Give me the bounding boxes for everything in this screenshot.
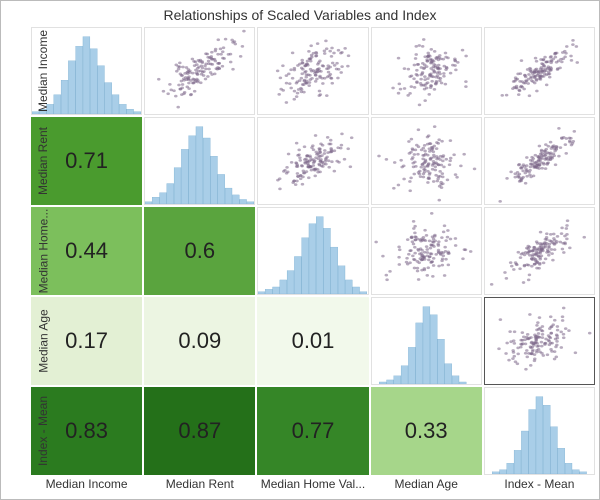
y-axis-label: Median Home... — [1, 207, 86, 295]
y-axis-labels: Median IncomeMedian RentMedian Home...Me… — [1, 27, 29, 475]
correlation-cell: 0.77 — [257, 387, 368, 475]
histogram-cell — [257, 207, 368, 295]
scatter-cell — [484, 297, 595, 385]
scatter-cell — [371, 117, 482, 205]
x-axis-label: Median Rent — [144, 477, 255, 497]
y-axis-label: Index - Mean — [1, 387, 86, 475]
x-axis-labels: Median IncomeMedian RentMedian Home Val.… — [31, 477, 595, 497]
correlation-cell: 0.87 — [144, 387, 255, 475]
scatter-cell — [144, 27, 255, 115]
matrix-grid: 0.710.440.60.170.090.010.830.870.770.33 — [31, 27, 595, 475]
scatter-cell — [371, 27, 482, 115]
x-axis-label: Median Home Val... — [257, 477, 368, 497]
y-axis-label: Median Age — [1, 297, 86, 385]
scatter-cell — [484, 207, 595, 295]
correlation-cell: 0.09 — [144, 297, 255, 385]
scatter-cell — [371, 207, 482, 295]
scatter-cell — [257, 117, 368, 205]
histogram-cell — [144, 117, 255, 205]
chart-title: Relationships of Scaled Variables and In… — [1, 1, 599, 27]
scatter-cell — [484, 27, 595, 115]
correlation-cell: 0.6 — [144, 207, 255, 295]
scatter-matrix-frame: Relationships of Scaled Variables and In… — [0, 0, 600, 500]
histogram-cell — [371, 297, 482, 385]
x-axis-label: Index - Mean — [484, 477, 595, 497]
correlation-cell: 0.01 — [257, 297, 368, 385]
y-axis-label: Median Income — [1, 27, 86, 115]
y-axis-label: Median Rent — [1, 117, 86, 205]
x-axis-label: Median Age — [371, 477, 482, 497]
correlation-cell: 0.33 — [371, 387, 482, 475]
scatter-cell — [484, 117, 595, 205]
x-axis-label: Median Income — [31, 477, 142, 497]
histogram-cell — [484, 387, 595, 475]
scatter-cell — [257, 27, 368, 115]
matrix-area: 0.710.440.60.170.090.010.830.870.770.33 — [31, 27, 595, 475]
